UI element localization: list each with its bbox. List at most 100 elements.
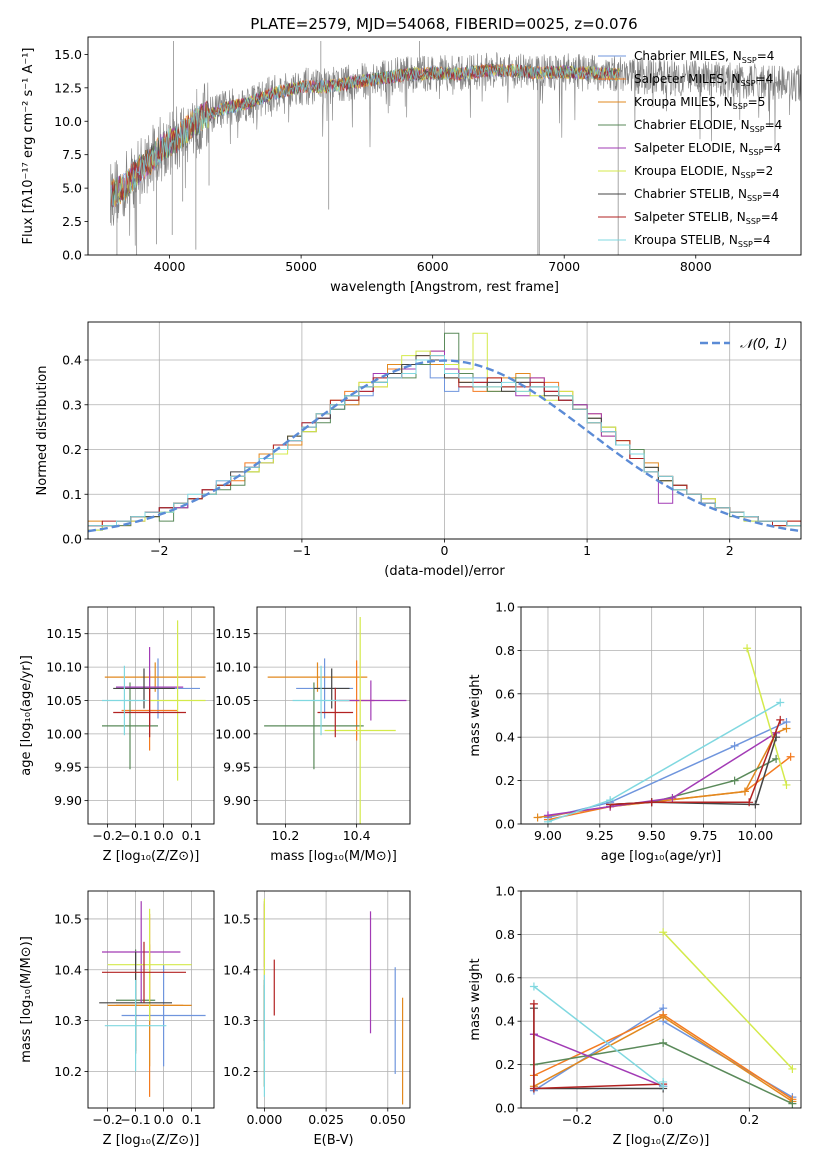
weight-marker	[776, 715, 785, 724]
axes-frame	[87, 321, 802, 540]
y-axis-label: Flux [fλ10⁻¹⁷ erg cm⁻² s⁻¹ A⁻¹]	[21, 48, 36, 245]
x-axis-label: wavelength [Angstrom, rest frame]	[330, 280, 559, 295]
x-tick-label: 9.75	[690, 828, 718, 843]
x-axis-label: Z [log₁₀(Z/Z⊙)]	[613, 1133, 710, 1148]
panel-spectrum: 4000 5000 6000 7000 8000 0.0 2.5 5.0 7.5 10.0 12.5…	[21, 47, 712, 295]
y-axis-label: mass weight	[468, 958, 483, 1040]
model-spectrum-7	[110, 64, 620, 210]
legend-label-6: Chabrier STELIB, NSSP=4	[634, 187, 780, 203]
x-tick-label: −0.2	[92, 828, 122, 843]
y-tick-label: 0.0	[495, 817, 515, 832]
weight-line-5	[746, 647, 788, 786]
x-tick-label: 0.050	[370, 1112, 406, 1127]
normal-curve	[88, 359, 801, 533]
y-tick-label: 0.0	[62, 532, 82, 547]
x-axis-label: Z [log₁₀(Z/Z⊙)]	[103, 1133, 200, 1148]
legend-sub: SSP	[741, 171, 756, 180]
y-tick-label: 9.95	[223, 760, 251, 775]
y-tick-label: 5.0	[62, 181, 82, 196]
weight-marker	[743, 644, 752, 653]
x-axis-label: age [log₁₀(age/yr)]	[601, 849, 722, 864]
plot-area-spectrum	[110, 41, 801, 255]
x-tick-label: 4000	[154, 259, 186, 274]
legend-sub: SSP	[750, 125, 765, 134]
weight-marker	[745, 798, 754, 807]
legend-label-8: Kroupa STELIB, NSSP=4	[634, 233, 771, 249]
y-tick-label: 10.15	[46, 626, 82, 641]
x-tick-label: −0.2	[562, 1112, 592, 1127]
weight-marker	[659, 928, 668, 937]
x-tick-label: 10.2	[272, 828, 300, 843]
legend-suffix: =4	[753, 233, 771, 247]
weight-line-6	[610, 736, 777, 806]
y-tick-label: 0.2	[62, 442, 82, 457]
weight-marker	[647, 798, 656, 807]
y-tick-label: 10.4	[223, 962, 251, 977]
y-tick-label: 10.05	[215, 693, 251, 708]
axes-frame	[520, 606, 802, 825]
y-tick-label: 9.90	[54, 793, 82, 808]
y-tick-label: 10.0	[54, 114, 82, 129]
y-tick-label: 10.3	[223, 1013, 251, 1028]
y-tick-label: 15.0	[54, 47, 82, 62]
x-tick-label: 0.1	[182, 1112, 202, 1127]
weight-marker	[782, 780, 791, 789]
x-tick-label: −0.1	[120, 1112, 150, 1127]
plot-area-weight_vs_Z	[529, 928, 797, 1108]
y-tick-label: 0.2	[495, 1057, 515, 1072]
y-tick-label: 7.5	[62, 147, 82, 162]
y-tick-label: 12.5	[54, 80, 82, 95]
x-tick-label: 1	[583, 543, 591, 558]
model-spectrum-8	[110, 63, 620, 210]
y-tick-label: 9.90	[223, 793, 251, 808]
legend-label-5: Kroupa ELODIE, NSSP=2	[634, 164, 773, 180]
weight-marker	[529, 1084, 538, 1093]
plot-area-mass_vs_ebv	[263, 898, 404, 1105]
axes-frame	[87, 36, 802, 256]
y-tick-label: 10.05	[46, 693, 82, 708]
plot-area-mass_vs_Z	[99, 901, 206, 1097]
x-tick-label: −2	[150, 543, 168, 558]
x-axis-label: E(B-V)	[313, 1133, 353, 1148]
y-tick-label: 1.0	[495, 600, 515, 615]
x-tick-label: 9.50	[638, 828, 666, 843]
x-tick-label: 0	[441, 543, 449, 558]
x-tick-label: 0.1	[182, 828, 202, 843]
y-axis-label: age [log₁₀(age/yr)]	[19, 655, 34, 776]
y-tick-label: 10.3	[54, 1013, 82, 1028]
panel-residuals: −2 −1 0 1 2 0.0 0.1 0.2 0.3 0.4 (data-model)/error…	[35, 322, 801, 579]
histogram-8	[88, 355, 801, 539]
legend-sub: SSP	[746, 217, 761, 226]
legend-suffix: =4	[762, 187, 780, 201]
x-axis-label: mass [log₁₀(M/M⊙)]	[270, 849, 397, 864]
y-tick-label: 2.5	[62, 214, 82, 229]
legend-suffix: =4	[761, 210, 779, 224]
spectrum-title: PLATE=2579, MJD=54068, FIBERID=0025, z=0…	[250, 15, 637, 33]
weight-marker	[659, 1012, 668, 1021]
y-tick-label: 10.00	[215, 726, 251, 741]
legend-suffix: =2	[756, 164, 774, 178]
x-tick-label: −1	[293, 543, 311, 558]
y-tick-label: 0.8	[495, 643, 515, 658]
x-tick-label: 0.0	[653, 1112, 673, 1127]
weight-marker	[659, 1038, 668, 1047]
x-tick-label: 0.025	[308, 1112, 344, 1127]
y-tick-label: 10.2	[54, 1064, 82, 1079]
panel-mass_vs_Z: −0.2−0.1 0.0 0.1 10.2 10.3 10.4 10.5 Z [log₁₀(Z…	[19, 891, 214, 1148]
y-tick-label: 10.10	[215, 660, 251, 675]
plot-area-weight_vs_age	[533, 644, 795, 824]
x-tick-label: −0.1	[120, 828, 150, 843]
y-tick-label: 10.4	[54, 962, 82, 977]
y-tick-label: 10.2	[223, 1064, 251, 1079]
x-tick-label: 10.4	[343, 828, 371, 843]
legend-sub: SSP	[742, 56, 757, 65]
y-tick-label: 10.15	[215, 626, 251, 641]
legend-suffix: =4	[757, 49, 775, 63]
weight-marker	[533, 813, 542, 822]
legend-sub: SSP	[741, 79, 756, 88]
legend-suffix: =5	[748, 95, 766, 109]
weight-marker	[741, 787, 749, 796]
axes-frame	[87, 606, 215, 825]
y-tick-label: 0.3	[62, 397, 82, 412]
x-tick-label: 0.0	[154, 828, 174, 843]
